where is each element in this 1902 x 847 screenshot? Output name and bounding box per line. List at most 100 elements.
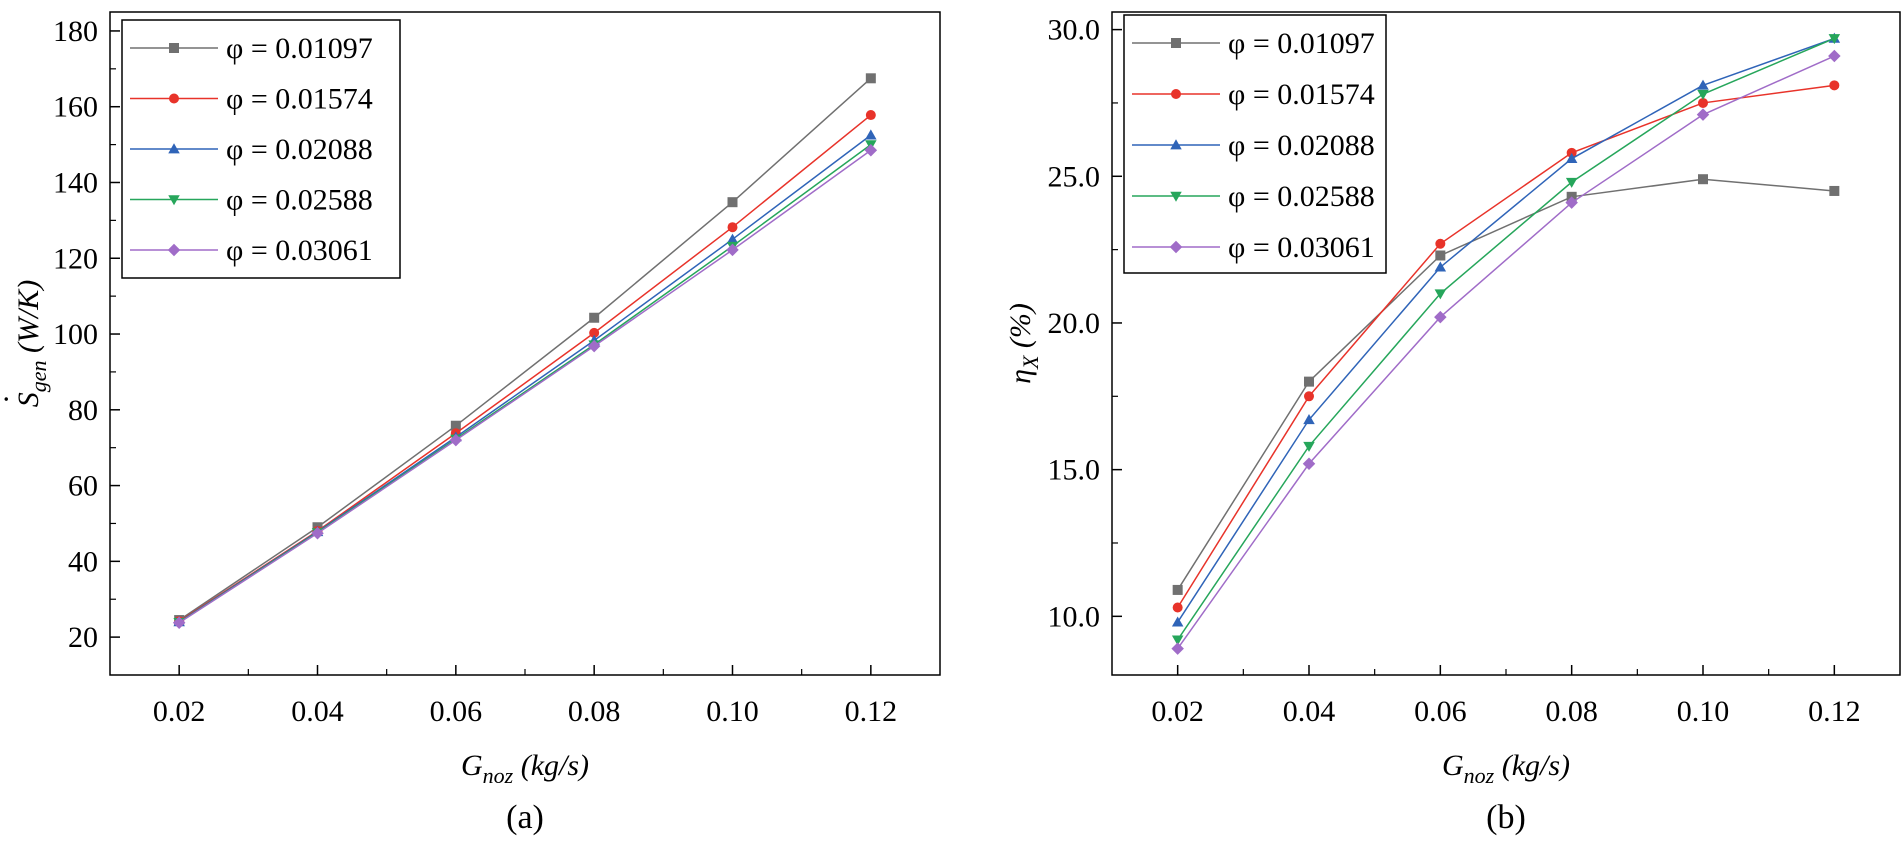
data-point xyxy=(1435,250,1446,261)
data-point xyxy=(865,73,876,84)
y-tick-label: 25.0 xyxy=(1048,160,1101,193)
y-tick-label: 100 xyxy=(53,318,98,351)
data-point xyxy=(1828,49,1841,63)
data-point xyxy=(589,327,600,338)
y-tick-label: 160 xyxy=(53,91,98,124)
legend-item: φ = 0.03061 xyxy=(1132,231,1375,264)
series-5 xyxy=(1171,49,1841,655)
data-point xyxy=(726,243,739,257)
legend-marker xyxy=(168,143,180,154)
y-axis-label-dot: · xyxy=(0,396,23,404)
x-tick-label: 0.10 xyxy=(706,695,759,728)
legend-label: φ = 0.02588 xyxy=(226,184,373,217)
y-tick-label: 180 xyxy=(53,15,98,48)
data-point xyxy=(865,110,876,121)
data-point xyxy=(865,129,877,140)
y-axis-label-unit: (%) xyxy=(1004,303,1037,355)
x-tick-label: 0.12 xyxy=(845,695,898,728)
data-point xyxy=(449,433,463,447)
data-point xyxy=(1171,642,1184,655)
legend-label: φ = 0.01097 xyxy=(226,32,373,65)
data-point xyxy=(1565,177,1578,188)
data-point xyxy=(1171,635,1184,646)
legend-marker xyxy=(1170,139,1182,150)
legend-box xyxy=(1123,14,1387,274)
y-axis-label-main: S xyxy=(12,392,45,407)
y-tick-label: 80 xyxy=(68,394,98,427)
y-axis-label: ηX (%) xyxy=(1004,303,1043,384)
data-point xyxy=(1434,289,1447,300)
y-tick-label: 20.0 xyxy=(1048,307,1101,340)
panel-label: (b) xyxy=(1486,799,1526,836)
legend-marker xyxy=(1170,191,1182,202)
data-point xyxy=(726,233,739,244)
data-point xyxy=(1303,414,1315,425)
legend-label: φ = 0.01574 xyxy=(226,83,373,116)
data-point xyxy=(587,339,601,353)
chart-panel-2: 0.02 0.04 0.06 0.08 0.10 0.12 10.0 15.0 20.0 25.0… xyxy=(1004,11,1901,836)
legend-marker xyxy=(168,195,180,206)
data-point xyxy=(1434,261,1447,272)
data-point xyxy=(1172,584,1183,595)
x-axis-label: Gnoz (kg/s) xyxy=(461,749,589,788)
legend-item: φ = 0.02088 xyxy=(130,133,373,166)
data-point xyxy=(450,420,461,431)
legend-label: φ = 0.02088 xyxy=(1228,129,1375,162)
data-point xyxy=(1304,391,1314,402)
data-point xyxy=(1435,238,1446,249)
data-point xyxy=(1697,89,1709,100)
legend-marker xyxy=(1169,240,1183,254)
data-point xyxy=(1566,147,1577,158)
data-point xyxy=(1302,457,1316,471)
legend-item: φ = 0.02588 xyxy=(1132,180,1375,213)
x-tick-label: 0.04 xyxy=(1283,695,1336,728)
x-tick-label: 0.08 xyxy=(568,695,621,728)
x-tick-label: 0.06 xyxy=(430,695,483,728)
series-line xyxy=(178,149,872,624)
legend-item: φ = 0.01574 xyxy=(1132,78,1375,111)
y-tick-label: 15.0 xyxy=(1048,454,1101,487)
y-axis-label: Sgen (W/K) xyxy=(12,280,51,408)
data-point xyxy=(1303,441,1315,452)
legend-item: φ = 0.02588 xyxy=(130,184,373,217)
data-point xyxy=(727,197,738,208)
y-axis-label-sub: gen xyxy=(26,361,51,393)
y-tick-label: 10.0 xyxy=(1048,600,1101,633)
y-tick-label: 40 xyxy=(68,545,98,578)
data-point xyxy=(1697,79,1709,90)
series-line xyxy=(1177,55,1835,650)
series-line xyxy=(1177,37,1835,623)
data-point xyxy=(1172,602,1183,613)
legend-marker xyxy=(167,243,181,257)
data-point xyxy=(589,312,600,323)
legend-marker xyxy=(1171,89,1181,99)
x-tick-label: 0.06 xyxy=(1414,695,1467,728)
legend-item: φ = 0.01097 xyxy=(1132,27,1375,60)
data-point xyxy=(727,222,738,233)
data-point xyxy=(1829,185,1840,196)
series-5 xyxy=(172,144,878,629)
y-tick-label: 120 xyxy=(53,242,98,275)
legend-label: φ = 0.01574 xyxy=(1228,78,1375,111)
x-tick-label: 0.02 xyxy=(1151,695,1204,728)
series-4 xyxy=(1171,34,1841,646)
data-point xyxy=(1565,196,1578,209)
data-point xyxy=(172,616,186,629)
legend-item: φ = 0.03061 xyxy=(130,234,373,267)
y-tick-label: 140 xyxy=(53,166,98,199)
chart-panel-1: 0.02 0.04 0.06 0.08 0.10 0.12 20 40 60 80 100 120 14… xyxy=(0,11,941,836)
data-point xyxy=(1829,80,1840,91)
x-axis-label: Gnoz (kg/s) xyxy=(1442,749,1570,788)
legend-label: φ = 0.02588 xyxy=(1228,180,1375,213)
series-line xyxy=(1177,178,1835,591)
data-point xyxy=(1565,152,1578,163)
y-tick-label: 60 xyxy=(68,470,98,503)
y-axis-label-unit: (W/K) xyxy=(12,280,45,361)
data-point xyxy=(1698,174,1708,185)
x-tick-label: 0.12 xyxy=(1808,695,1861,728)
x-axis-label-main: G xyxy=(461,749,483,782)
y-tick-label: 20 xyxy=(68,621,98,654)
data-point xyxy=(311,527,324,540)
x-tick-label: 0.04 xyxy=(291,695,344,728)
